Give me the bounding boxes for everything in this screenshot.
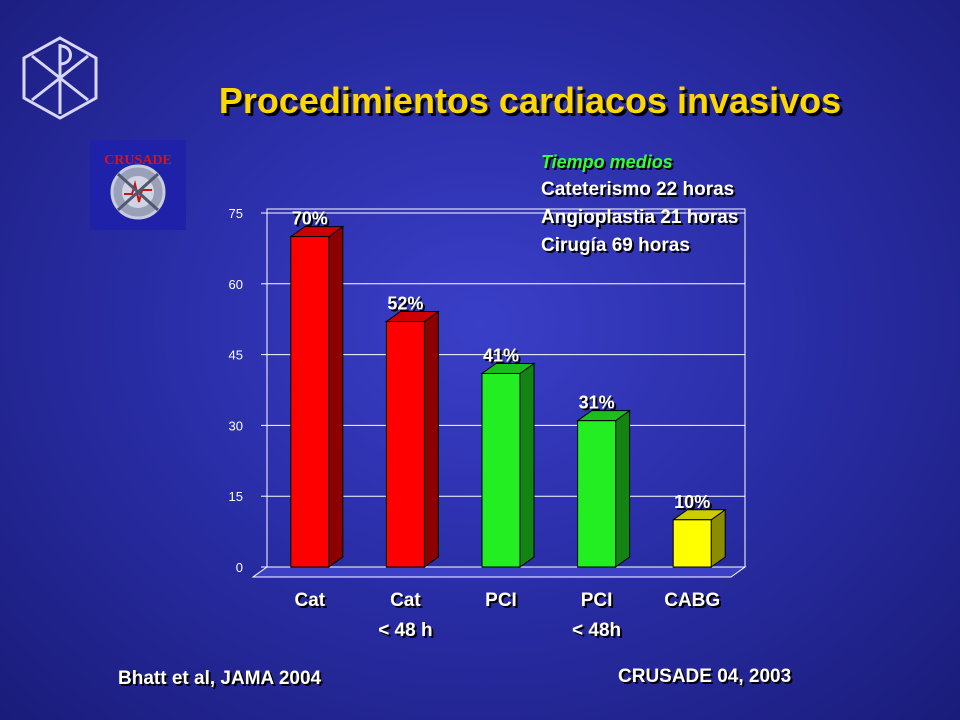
bar <box>672 519 712 568</box>
text-shadow: 52% <box>389 296 425 316</box>
notes-line: Angioplastia 21 horas <box>541 207 739 228</box>
data-label: 70% <box>292 209 328 229</box>
data-label: 41% <box>483 345 519 365</box>
x-tick-label: Cat <box>390 590 421 611</box>
text-shadow: 31% <box>581 395 617 415</box>
bar-side <box>423 310 439 568</box>
source-citation: Bhatt et al, JAMA 2004 <box>118 668 322 689</box>
bar-side <box>615 409 631 568</box>
y-tick-label: 30 <box>229 418 243 433</box>
crusade-logo: CRUSADE <box>90 140 186 230</box>
bar <box>481 372 521 568</box>
x-tick-label: PCI <box>485 590 517 611</box>
x-tick-label: CABG <box>664 590 720 611</box>
notes-box: Tiempo medios Cateterismo 22 horas Angio… <box>541 152 738 263</box>
y-tick-label: 0 <box>236 560 243 575</box>
bar-side <box>328 225 344 568</box>
x-tick-label: Cat <box>294 590 325 611</box>
source-study: CRUSADE 04, 2003 <box>618 666 792 687</box>
bar-side <box>519 362 535 568</box>
data-label: 10% <box>674 492 710 512</box>
text-shadow: PCI <box>583 592 615 613</box>
text-shadow: 41% <box>485 347 521 367</box>
y-tick-label: 45 <box>229 348 243 363</box>
text-shadow: Cat <box>392 592 423 613</box>
x-tick-label: PCI <box>581 590 613 611</box>
text-shadow: PCI <box>487 592 519 613</box>
y-tick-label: 60 <box>229 277 243 292</box>
text-shadow: 10% <box>676 494 712 514</box>
bar <box>290 236 330 568</box>
x-tick-label-sub: < 48h <box>572 620 621 641</box>
notes-heading: Tiempo medios <box>541 152 673 172</box>
notes-line: Cateterismo 22 horas <box>541 179 735 200</box>
bar <box>385 321 425 568</box>
text-shadow: < 48 h <box>380 622 434 643</box>
notes-line: Cirugía 69 horas <box>541 235 690 256</box>
slide-title: Procedimientos cardiacos invasivos <box>218 80 842 121</box>
text-shadow: Cat <box>296 592 327 613</box>
y-tick-label: 75 <box>229 206 243 221</box>
chi-rho-logo <box>22 36 98 120</box>
y-tick-label: 15 <box>229 489 243 504</box>
data-label: 31% <box>579 393 615 413</box>
bar <box>577 420 617 568</box>
chart-floor <box>251 566 747 578</box>
text-shadow: 70% <box>294 211 330 231</box>
text-shadow: < 48h <box>574 622 623 643</box>
x-tick-label-sub: < 48 h <box>378 620 432 641</box>
text-shadow: CABG <box>666 592 722 613</box>
data-label: 52% <box>387 294 423 314</box>
crusade-logo-text: CRUSADE <box>104 153 172 168</box>
